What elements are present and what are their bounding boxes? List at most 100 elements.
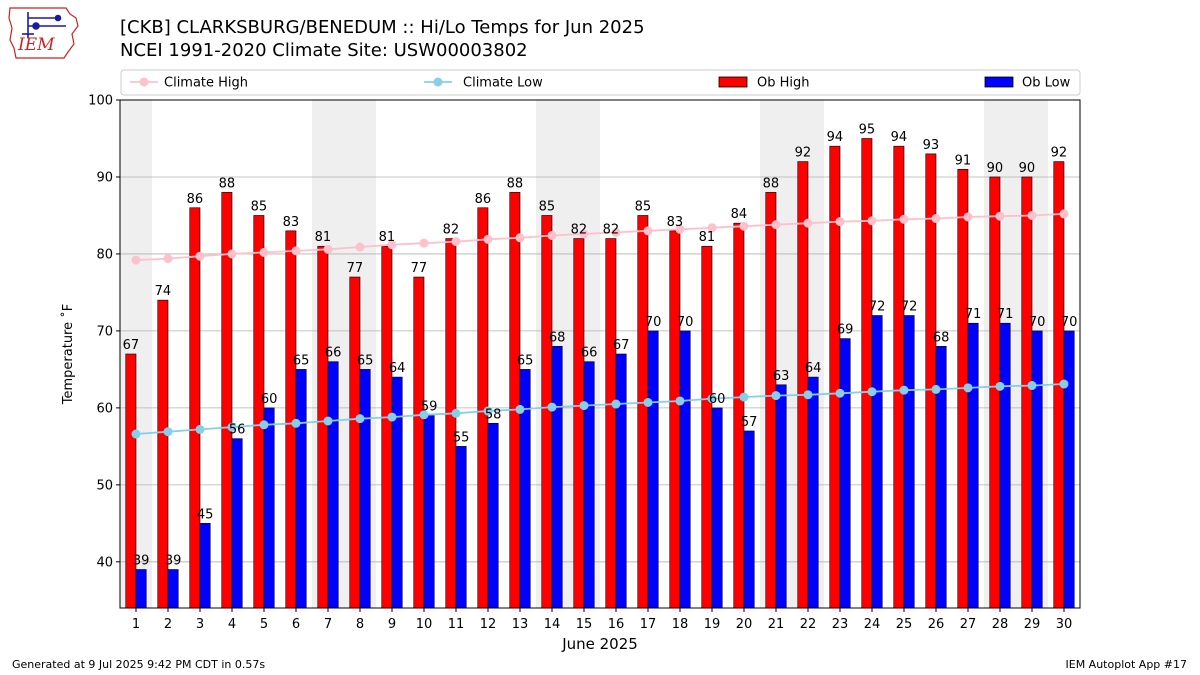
x-tick-label-21: 21 [768, 617, 785, 632]
climate-high-point-4 [227, 249, 237, 259]
climate-high-point-27 [963, 212, 973, 222]
x-tick-label-19: 19 [704, 617, 721, 632]
chart-subtitle: NCEI 1991-2020 Climate Site: USW00003802 [120, 40, 528, 61]
app-credit: IEM Autoplot App #17 [1065, 658, 1188, 671]
ob-low-bar-16 [615, 353, 627, 609]
legend-label-climate-high: Climate High [164, 76, 248, 91]
climate-low-point-18 [675, 396, 685, 406]
x-tick-label-4: 4 [228, 617, 236, 632]
climate-low-point-27 [963, 383, 973, 393]
climate-high-point-30 [1059, 209, 1069, 219]
climate-high-point-25 [899, 214, 909, 224]
climate-high-point-6 [291, 246, 301, 256]
ob-high-label-2: 74 [155, 284, 172, 299]
ob-low-label-5: 60 [261, 392, 278, 407]
ob-high-bar-28 [989, 176, 1001, 609]
x-tick-label-25: 25 [896, 617, 913, 632]
ob-low-bar-1 [135, 569, 147, 609]
legend-item-ob-low: Ob Low [984, 76, 1071, 91]
ob-low-bar-29 [1031, 330, 1043, 609]
ob-low-label-24: 72 [869, 300, 886, 315]
ob-low-bar-2 [167, 569, 179, 609]
climate-high-point-12 [483, 234, 493, 244]
ob-high-label-20: 84 [731, 207, 748, 222]
climate-low-point-21 [771, 391, 781, 401]
ob-low-label-26: 68 [933, 330, 950, 345]
ob-high-bar-24 [861, 138, 873, 609]
ob-low-label-16: 67 [613, 338, 630, 353]
x-tick-label-14: 14 [544, 617, 561, 632]
ob-low-bar-25 [903, 315, 915, 609]
ob-high-bar-9 [381, 245, 393, 609]
x-tick-label-6: 6 [292, 617, 300, 632]
ob-high-label-5: 85 [251, 199, 268, 214]
ob-high-label-15: 82 [571, 223, 588, 238]
ob-low-bar-15 [583, 361, 595, 609]
x-tick-label-11: 11 [448, 617, 465, 632]
legend-label-ob-high: Ob High [757, 76, 810, 91]
climate-low-point-24 [867, 387, 877, 397]
climate-low-point-22 [803, 390, 813, 400]
ob-high-bar-29 [1021, 176, 1033, 609]
climate-low-point-2 [163, 427, 173, 437]
climate-high-point-3 [195, 251, 205, 261]
climate-low-point-26 [931, 384, 941, 394]
y-axis: 40 50 60 70 80 90 100 [88, 94, 120, 570]
x-tick-label-9: 9 [388, 617, 396, 632]
x-tick-label-13: 13 [512, 617, 529, 632]
bar-labels: 67 39 74 39 86 45 88 56 85 60 83 65 81 66 77 65 81 64 77 59… [123, 122, 1078, 568]
ob-high-bar-10 [413, 276, 425, 609]
logo-text: IEM [17, 35, 55, 55]
x-tick-label-12: 12 [480, 617, 497, 632]
ob-low-label-21: 63 [773, 369, 790, 384]
ob-low-bar-7 [327, 361, 339, 609]
ob-high-label-17: 85 [635, 199, 652, 214]
ob-high-bar-1 [125, 353, 137, 609]
y-tick-label-50: 50 [96, 478, 113, 493]
ob-low-label-17: 70 [645, 315, 662, 330]
climate-low-point-29 [1027, 381, 1037, 391]
x-tick-label-1: 1 [132, 617, 140, 632]
ob-low-label-3: 45 [197, 507, 214, 522]
ob-low-label-8: 65 [357, 353, 374, 368]
x-tick-label-2: 2 [164, 617, 172, 632]
climate-high-point-14 [547, 230, 557, 240]
climate-high-point-1 [131, 255, 141, 265]
climate-low-point-3 [195, 424, 205, 434]
ob-high-bar-5 [253, 215, 265, 609]
ob-low-bar-4 [231, 438, 243, 609]
ob-low-label-25: 72 [901, 300, 918, 315]
ob-low-bar-10 [423, 415, 435, 609]
weather-station-icon [22, 12, 66, 38]
y-tick-label-40: 40 [96, 555, 113, 570]
ob-high-label-21: 88 [763, 176, 780, 191]
climate-low-point-30 [1059, 379, 1069, 389]
ob-low-bar-21 [775, 384, 787, 609]
climate-low-point-6 [291, 418, 301, 428]
climate-high-point-8 [355, 242, 365, 252]
ob-high-label-3: 86 [187, 192, 204, 207]
legend-frame [120, 69, 1081, 96]
ob-low-label-7: 66 [325, 346, 342, 361]
ob-low-bar-14 [551, 346, 563, 609]
y-tick-label-70: 70 [96, 324, 113, 339]
ob-high-bar-17 [637, 215, 649, 609]
y-tick-label-80: 80 [96, 247, 113, 262]
ob-low-label-6: 65 [293, 353, 310, 368]
ob-low-label-11: 55 [453, 430, 470, 445]
ob-high-label-8: 77 [347, 261, 364, 276]
climate-high-point-22 [803, 218, 813, 228]
climate-high-point-23 [835, 217, 845, 227]
x-axis-label: June 2025 [561, 635, 638, 653]
ob-high-bar-21 [765, 192, 777, 609]
climate-high-point-20 [739, 221, 749, 231]
climate-low-point-19 [707, 394, 717, 404]
ob-low-label-29: 70 [1029, 315, 1046, 330]
climate-low-point-4 [227, 422, 237, 432]
ob-low-label-23: 69 [837, 323, 854, 338]
climate-high-point-13 [515, 233, 525, 243]
ob-low-label-28: 71 [997, 307, 1014, 322]
ob-high-label-4: 88 [219, 176, 236, 191]
ob-high-bar-3 [189, 207, 201, 609]
ob-low-label-1: 39 [133, 554, 150, 569]
